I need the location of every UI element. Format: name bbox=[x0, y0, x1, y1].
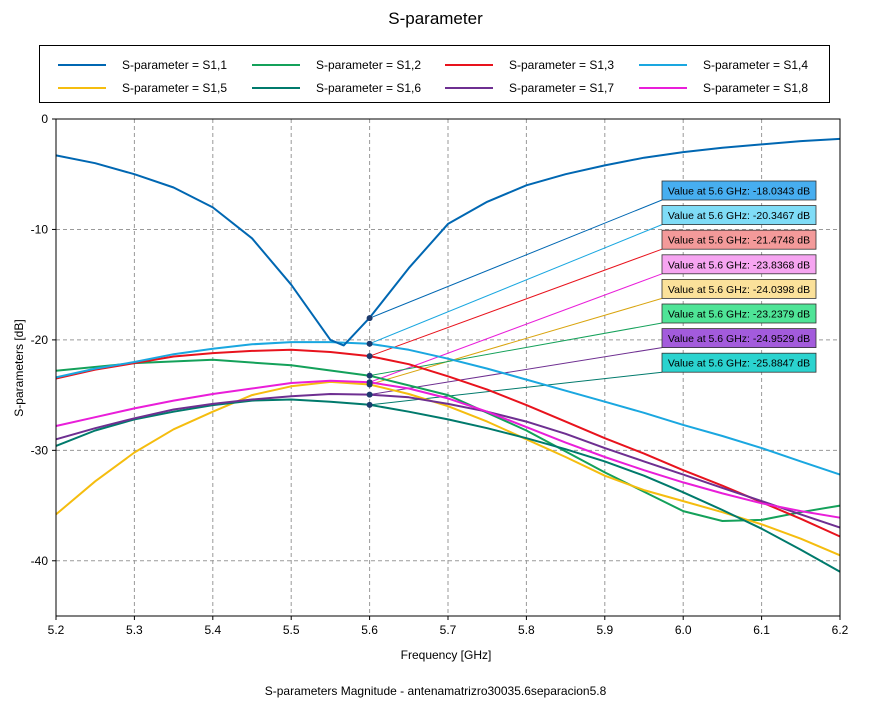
legend-swatch bbox=[58, 64, 106, 66]
annotation-leader-line bbox=[369, 248, 663, 357]
series-line bbox=[55, 348, 841, 538]
legend: S-parameter = S1,1 S-parameter = S1,2 S-… bbox=[39, 45, 830, 103]
annotation-leader-line bbox=[369, 273, 663, 383]
marker-point bbox=[366, 391, 373, 398]
x-axis-label: Frequency [GHz] bbox=[401, 648, 492, 662]
x-tick-label: 5.3 bbox=[126, 623, 143, 637]
annotation-label: Value at 5.6 GHz: -24.9529 dB bbox=[668, 333, 810, 345]
series-line bbox=[55, 398, 841, 573]
x-tick-label: 5.4 bbox=[204, 623, 221, 637]
x-tick-label: 6.1 bbox=[753, 623, 770, 637]
annotation-box bbox=[661, 328, 817, 349]
series-line bbox=[55, 137, 841, 347]
y-tick-label: 0 bbox=[41, 112, 48, 126]
legend-label: S-parameter = S1,7 bbox=[509, 81, 615, 95]
legend-label: S-parameter = S1,5 bbox=[122, 81, 228, 95]
marker-point bbox=[366, 381, 373, 388]
series-line bbox=[55, 358, 841, 522]
annotation-box bbox=[661, 180, 817, 201]
annotation-leader-line bbox=[369, 199, 663, 319]
marker-point bbox=[366, 401, 373, 408]
x-tick-label: 6.0 bbox=[675, 623, 692, 637]
annotation-label: Value at 5.6 GHz: -24.0398 dB bbox=[668, 284, 810, 296]
annotation-label: Value at 5.6 GHz: -23.8368 dB bbox=[668, 259, 810, 271]
y-tick-label: -10 bbox=[31, 222, 49, 236]
series-line bbox=[55, 379, 841, 519]
annotation-box bbox=[661, 303, 817, 324]
legend-label: S-parameter = S1,4 bbox=[703, 58, 809, 72]
y-axis-label: S-parameters [dB] bbox=[12, 319, 26, 416]
annotation-label: Value at 5.6 GHz: -23.2379 dB bbox=[668, 309, 810, 321]
x-tick-label: 6.2 bbox=[832, 623, 849, 637]
marker-point bbox=[366, 340, 373, 347]
annotation-label: Value at 5.6 GHz: -21.4748 dB bbox=[668, 235, 810, 247]
series-line bbox=[55, 380, 841, 557]
legend-swatch bbox=[58, 87, 106, 89]
grid bbox=[56, 119, 840, 616]
annotation-labels: Value at 5.6 GHz: -18.0343 dB Value at 5.… bbox=[661, 180, 817, 373]
annotation-label: Value at 5.6 GHz: -20.3467 dB bbox=[668, 210, 810, 222]
legend-label: S-parameter = S1,3 bbox=[509, 58, 615, 72]
x-tick-label: 5.5 bbox=[283, 623, 300, 637]
legend-label: S-parameter = S1,6 bbox=[316, 81, 422, 95]
annotation-label: Value at 5.6 GHz: -25.8847 dB bbox=[668, 358, 810, 370]
annotation-leader-line bbox=[369, 224, 663, 345]
annotation-box bbox=[661, 229, 817, 250]
annotation-box bbox=[661, 278, 817, 299]
legend-swatch bbox=[445, 64, 493, 66]
x-tick-label: 5.2 bbox=[48, 623, 65, 637]
x-tick-label: 5.7 bbox=[440, 623, 457, 637]
legend-swatch bbox=[252, 87, 300, 89]
legend-swatch bbox=[639, 87, 687, 89]
annotation-box bbox=[661, 254, 817, 275]
y-tick-label: -30 bbox=[31, 443, 49, 457]
annotation-label: Value at 5.6 GHz: -18.0343 dB bbox=[668, 186, 810, 198]
x-tick-label: 5.9 bbox=[596, 623, 613, 637]
legend-swatch bbox=[639, 64, 687, 66]
annotation-box bbox=[661, 352, 817, 373]
y-tick-label: -20 bbox=[31, 333, 49, 347]
axes: 5.2 5.3 5.4 5.5 5.6 5.7 5.8 5.9 6.0 6.1 6.2 0 -10 -20… bbox=[31, 112, 849, 637]
annotation-leader-lines bbox=[369, 199, 663, 406]
marker-points bbox=[366, 315, 373, 408]
legend-swatch bbox=[445, 87, 493, 89]
marker-point bbox=[366, 372, 373, 379]
series-line bbox=[55, 341, 841, 476]
chart-title: S-parameter bbox=[388, 9, 483, 28]
annotation-leader-line bbox=[369, 297, 663, 385]
series-lines bbox=[55, 137, 841, 573]
y-tick-label: -40 bbox=[31, 554, 49, 568]
legend-label: S-parameter = S1,8 bbox=[703, 81, 809, 95]
series-line bbox=[55, 393, 841, 529]
annotation-leader-line bbox=[369, 322, 663, 377]
legend-label: S-parameter = S1,1 bbox=[122, 58, 228, 72]
annotation-box bbox=[661, 205, 817, 226]
chart-caption: S-parameters Magnitude - antenamatrizro3… bbox=[264, 684, 607, 698]
legend-label: S-parameter = S1,2 bbox=[316, 58, 422, 72]
x-tick-label: 5.8 bbox=[518, 623, 535, 637]
marker-point bbox=[366, 353, 373, 360]
x-tick-label: 5.6 bbox=[361, 623, 378, 637]
legend-swatch bbox=[252, 64, 300, 66]
marker-point bbox=[366, 315, 373, 322]
